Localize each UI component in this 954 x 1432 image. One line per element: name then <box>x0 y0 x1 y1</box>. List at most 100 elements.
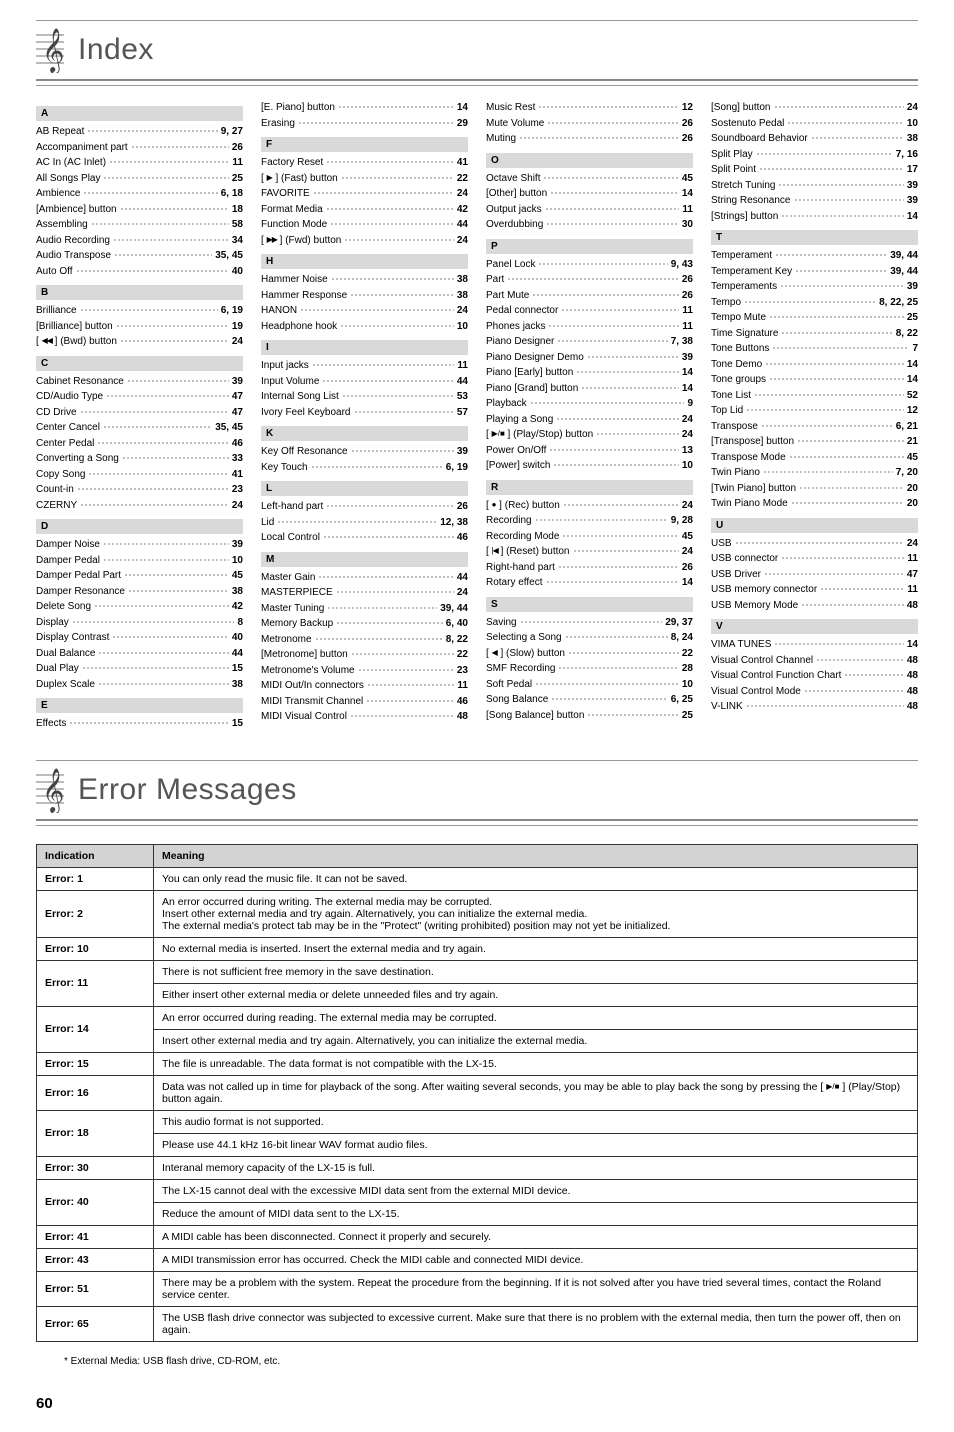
index-entry-label: HANON <box>261 303 297 319</box>
index-entry-page: 24 <box>907 100 918 116</box>
index-entry: Local Control46 <box>261 530 468 546</box>
index-entry-page: 39 <box>907 178 918 194</box>
index-entry-page: 9, 28 <box>671 513 693 529</box>
index-entry-label: Transpose Mode <box>711 450 786 466</box>
index-letter: A <box>36 106 243 121</box>
index-entry-page: 22 <box>457 171 468 187</box>
index-entry-page: 39 <box>232 374 243 390</box>
index-entry: Cabinet Resonance39 <box>36 374 243 390</box>
index-entry: Temperaments39 <box>711 279 918 295</box>
error-meaning: The file is unreadable. The data format … <box>154 1052 918 1075</box>
index-entry-page: 38 <box>232 584 243 600</box>
index-entry-label: USB Memory Mode <box>711 598 798 614</box>
index-entry-label: MIDI Transmit Channel <box>261 694 363 710</box>
index-entry-label: Copy Song <box>36 467 85 483</box>
index-entry-page: 10 <box>682 677 693 693</box>
index-entry: Internal Song List53 <box>261 389 468 405</box>
index-entry-label: VIMA TUNES <box>711 637 771 653</box>
index-entry: Visual Control Mode48 <box>711 684 918 700</box>
index-entry: String Resonance39 <box>711 193 918 209</box>
index-entry: Soft Pedal 10 <box>486 677 693 693</box>
index-entry-label: Playback <box>486 396 527 412</box>
error-header-meaning: Meaning <box>154 844 918 867</box>
index-letter: L <box>261 481 468 496</box>
index-entry-label: Memory Backup <box>261 616 333 632</box>
index-entry-label: MIDI Visual Control <box>261 709 347 725</box>
index-entry-label: Part <box>486 272 504 288</box>
index-entry: Delete Song42 <box>36 599 243 615</box>
index-entry-page: 26 <box>682 116 693 132</box>
index-entry: Erasing29 <box>261 116 468 132</box>
index-entry-page: 8 <box>237 615 243 631</box>
index-entry-page: 6, 19 <box>446 460 468 476</box>
index-entry-page: 40 <box>232 630 243 646</box>
index-entry-page: 25 <box>232 171 243 187</box>
error-indication: Error: 16 <box>37 1075 154 1110</box>
index-entry-label: Count-in <box>36 482 74 498</box>
index-entry-label: [E. Piano] button <box>261 100 335 116</box>
index-entry: Dual Balance44 <box>36 646 243 662</box>
index-entry-label: Piano [Early] button <box>486 365 573 381</box>
index-entry-page: 14 <box>907 637 918 653</box>
index-entry-page: 30 <box>682 217 693 233</box>
index-entry-page: 7, 38 <box>671 334 693 350</box>
index-letter: K <box>261 426 468 441</box>
index-entry-page: 13 <box>682 443 693 459</box>
index-entry-label: Transpose <box>711 419 758 435</box>
index-entry-label: MIDI Out/In connectors <box>261 678 364 694</box>
index-entry-label: Tone groups <box>711 372 766 388</box>
index-entry-page: 14 <box>682 381 693 397</box>
index-entry: Recording Mode45 <box>486 529 693 545</box>
index-entry-page: 39, 44 <box>890 248 918 264</box>
index-entry-page: 44 <box>457 217 468 233</box>
errors-title: Error Messages <box>78 773 297 807</box>
index-entry-page: 20 <box>907 496 918 512</box>
error-indication: Error: 65 <box>37 1306 154 1341</box>
index-entry: Metronome's Volume23 <box>261 663 468 679</box>
index-entry: CD/Audio Type47 <box>36 389 243 405</box>
index-entry-page: 46 <box>457 694 468 710</box>
index-entry-label: Tempo Mute <box>711 310 766 326</box>
index-entry-label: Tone List <box>711 388 751 404</box>
index-entry-label: Soft Pedal <box>486 677 532 693</box>
error-indication: Error: 1 <box>37 867 154 890</box>
index-entry: Overdubbing30 <box>486 217 693 233</box>
index-entry-label: Piano [Grand] button <box>486 381 578 397</box>
index-entry-label: Phones jacks <box>486 319 545 335</box>
index-letter: T <box>711 230 918 245</box>
index-entry-label: Factory Reset <box>261 155 323 171</box>
index-entry: Split Play7, 16 <box>711 147 918 163</box>
index-entry-label: Recording Mode <box>486 529 559 545</box>
index-entry: MIDI Transmit Channel 46 <box>261 694 468 710</box>
index-entry-page: 38 <box>232 677 243 693</box>
index-entry-label: USB memory connector <box>711 582 817 598</box>
index-entry: Temperament Key39, 44 <box>711 264 918 280</box>
index-entry-label: Master Gain <box>261 570 315 586</box>
index-entry-page: 42 <box>232 599 243 615</box>
error-meaning: An error occurred during writing. The ex… <box>154 890 918 937</box>
index-entry-label: [ ] (Play/Stop) button <box>486 427 593 443</box>
index-entry-label: Playing a Song <box>486 412 553 428</box>
index-entry-label: Top Lid <box>711 403 743 419</box>
index-entry-label: CZERNY <box>36 498 77 514</box>
index-entry-page: 8, 22 <box>446 632 468 648</box>
index-entry-page: 46 <box>232 436 243 452</box>
index-entry: Ivory Feel Keyboard57 <box>261 405 468 421</box>
index-entry-label: Visual Control Mode <box>711 684 801 700</box>
index-entry: AC In (AC Inlet)11 <box>36 155 243 171</box>
error-indication: Error: 11 <box>37 960 154 1006</box>
index-entry-page: 39 <box>232 537 243 553</box>
index-entry: Factory Reset41 <box>261 155 468 171</box>
index-entry-page: 26 <box>682 272 693 288</box>
index-entry-page: 8, 22 <box>896 326 918 342</box>
index-letter: C <box>36 356 243 371</box>
index-entry-label: [Power] switch <box>486 458 550 474</box>
index-title: Index <box>78 33 154 67</box>
index-entry-page: 38 <box>457 272 468 288</box>
index-entry-label: Piano Designer <box>486 334 554 350</box>
error-header-indication: Indication <box>37 844 154 867</box>
index-entry-page: 38 <box>907 131 918 147</box>
index-entry-page: 11 <box>682 202 693 218</box>
error-meaning: Please use 44.1 kHz 16-bit linear WAV fo… <box>154 1133 918 1156</box>
index-letter: M <box>261 552 468 567</box>
